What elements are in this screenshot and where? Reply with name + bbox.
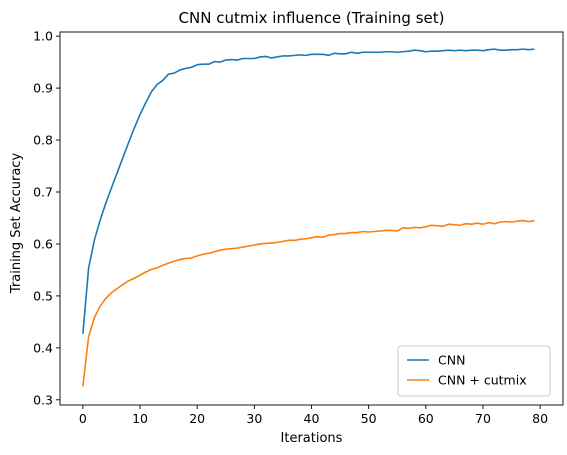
x-tick-label: 50: [361, 411, 377, 426]
legend-box: [397, 345, 551, 397]
y-tick-label: 0.6: [33, 236, 53, 251]
x-tick-label: 0: [79, 411, 87, 426]
x-tick-label: 10: [132, 411, 148, 426]
x-tick-label: 70: [475, 411, 491, 426]
x-tick-label: 80: [532, 411, 548, 426]
y-tick-label: 0.4: [33, 340, 53, 355]
x-tick-label: 20: [189, 411, 205, 426]
legend: CNN CNN + cutmix: [397, 345, 551, 397]
y-tick-label: 0.3: [33, 392, 53, 407]
legend-label: CNN + cutmix: [438, 373, 527, 388]
y-axis-label: Training Set Accuracy: [9, 153, 24, 295]
legend-label: CNN: [438, 353, 465, 368]
y-tick-label: 0.8: [33, 133, 53, 148]
x-tick-label: 60: [418, 411, 434, 426]
y-tick-label: 0.9: [33, 81, 53, 96]
chart-title: CNN cutmix influence (Training set): [179, 9, 445, 27]
y-tick-label: 0.5: [33, 288, 53, 303]
y-tick-label: 1.0: [33, 29, 53, 44]
x-axis-label: Iterations: [281, 431, 343, 446]
series-line-cnn: [82, 48, 535, 334]
y-tick-label: 0.7: [33, 185, 53, 200]
y-axis: 0.3 0.4 0.5 0.6 0.7 0.8 0.9 1.0: [33, 29, 60, 407]
series-layer: [82, 48, 535, 387]
series-line-cnn-cutmix: [82, 219, 535, 387]
x-tick-label: 40: [304, 411, 320, 426]
x-axis: 0 10 20 30 40 50 60 70 80: [79, 405, 548, 426]
x-tick-label: 30: [246, 411, 262, 426]
